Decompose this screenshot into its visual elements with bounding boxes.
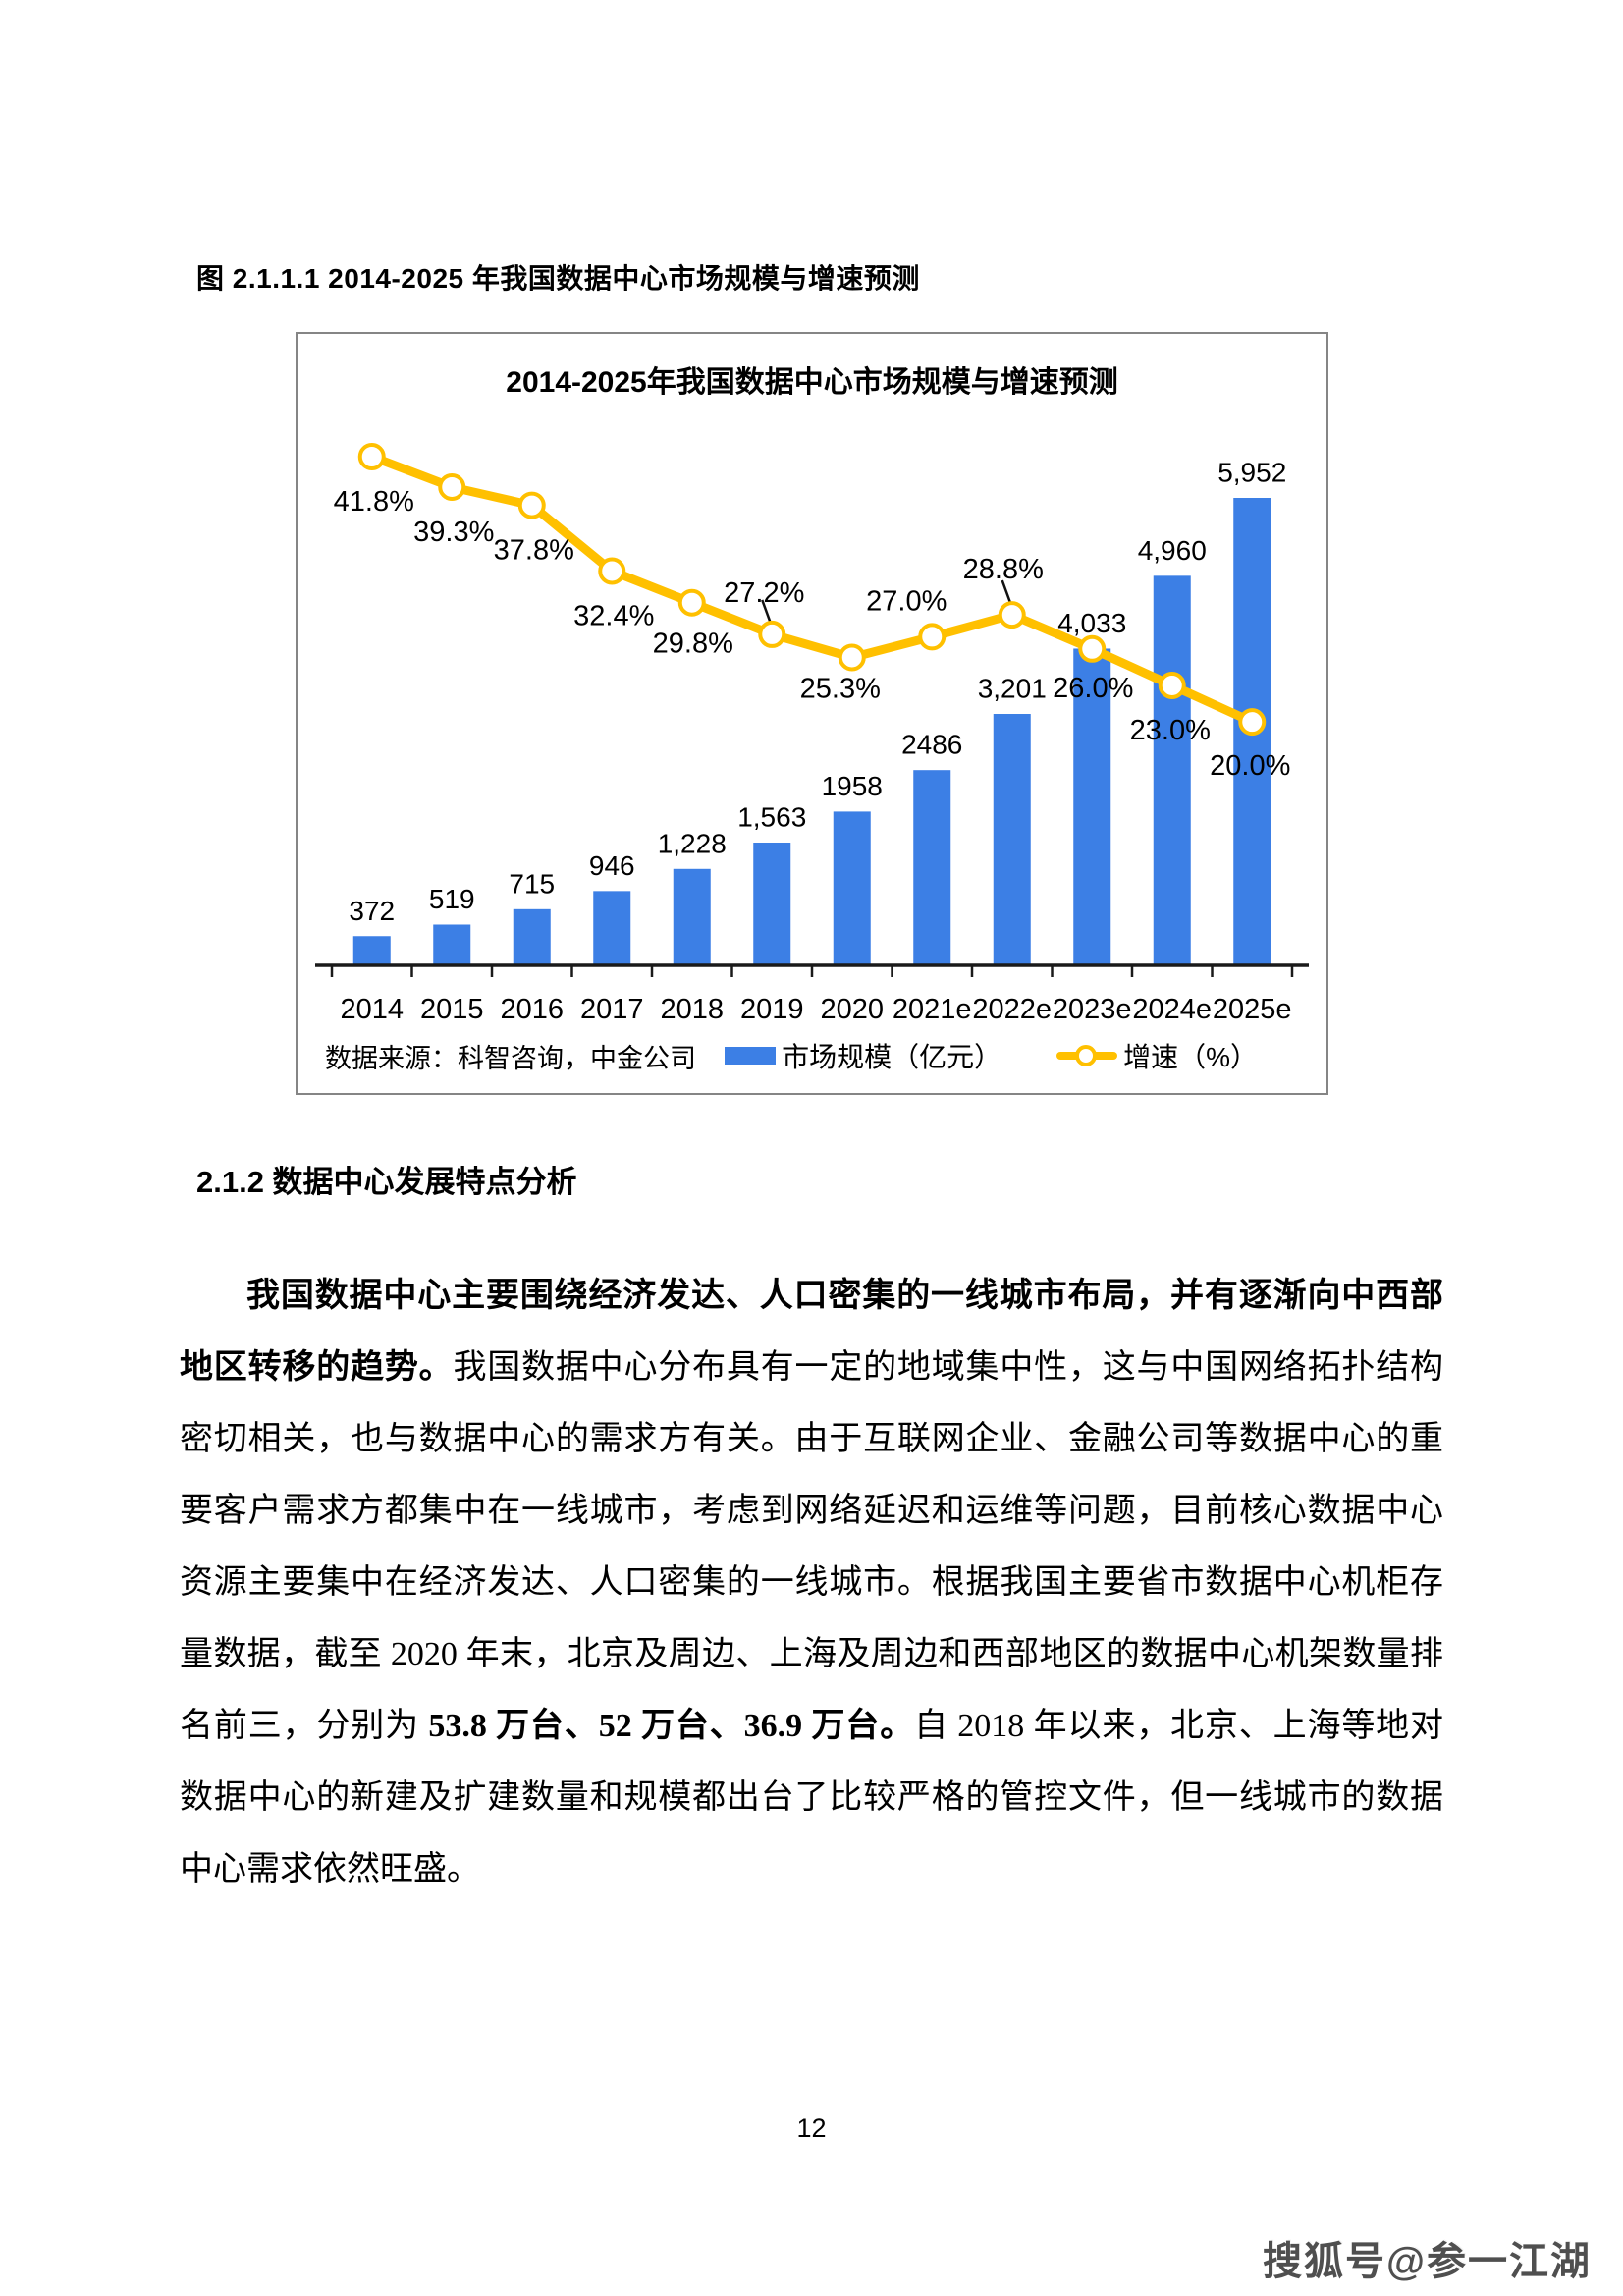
chart-container: 2014-2025年我国数据中心市场规模与增速预测 2014 2015 2016 20… xyxy=(296,332,1328,1095)
bar xyxy=(352,936,391,965)
bar-value-label: 2486 xyxy=(901,730,962,760)
paragraph-lead-bold: 我国数据中心主要围绕经济发达、人口密集的一线城市布局，并有逐渐向中西部地区转移的… xyxy=(180,1278,1443,1386)
body-paragraph: 我国数据中心主要围绕经济发达、人口密集的一线城市布局，并有逐渐向中西部地区转移的… xyxy=(180,1260,1443,1905)
x-tick-label: 2020 xyxy=(820,994,884,1025)
legend-item-market-size: 市场规模（亿元） xyxy=(725,1036,1001,1075)
line-marker xyxy=(438,472,466,501)
growth-pct-label: 41.8% xyxy=(334,486,414,518)
paragraph-body-2: 自 2018 年以来，北京、上海等地对数据中心的新建及扩建数量和规模都出台了比较… xyxy=(180,1708,1444,1887)
bar xyxy=(673,868,711,965)
growth-pct-label: 39.3% xyxy=(413,517,494,548)
bar-value-label: 715 xyxy=(509,868,555,899)
growth-pct-label: 27.2% xyxy=(724,577,804,609)
bar-value-label: 1,228 xyxy=(658,828,727,858)
bar-swatch-icon xyxy=(725,1047,777,1065)
line-marker xyxy=(517,491,546,519)
x-tick-label: 2016 xyxy=(500,994,564,1025)
bar-value-label: 519 xyxy=(429,884,475,914)
growth-pct-label: 32.4% xyxy=(573,600,654,631)
line-marker xyxy=(918,623,947,651)
bar-value-label: 5,952 xyxy=(1217,458,1286,488)
line-marker xyxy=(357,443,386,470)
line-swatch-icon xyxy=(1056,1044,1118,1067)
x-tick-label: 2021e xyxy=(893,994,972,1025)
legend-label-market-size: 市场规模（亿元） xyxy=(782,1042,1002,1072)
bar xyxy=(1153,575,1191,965)
bar-value-label: 1,563 xyxy=(737,802,806,833)
bar xyxy=(833,811,871,965)
chart-source-note: 数据来源：科智咨询，中金公司 xyxy=(325,1043,696,1073)
x-tick-label: 2017 xyxy=(580,994,644,1025)
label-leader-line xyxy=(761,599,772,623)
chart-legend: 数据来源：科智咨询，中金公司 市场规模（亿元） 增速（%） xyxy=(325,1036,1258,1075)
figure-caption: 图 2.1.1.1 2014-2025 年我国数据中心市场规模与增速预测 xyxy=(196,263,920,294)
chart-title: 2014-2025年我国数据中心市场规模与增速预测 xyxy=(506,366,1118,399)
x-tick-label: 2015 xyxy=(420,994,484,1025)
line-marker xyxy=(1238,708,1267,737)
x-tick-label: 2018 xyxy=(660,994,724,1025)
x-tick-label: 2023e xyxy=(1053,994,1132,1025)
bar xyxy=(513,908,551,965)
line-marker xyxy=(598,557,626,585)
x-tick-label: 2025e xyxy=(1213,994,1292,1025)
growth-pct-label: 26.0% xyxy=(1053,673,1133,704)
line-marker xyxy=(1078,634,1107,663)
market-size-growth-chart: 2014 2015 2016 2017 2018 2019 2020 2021e 2022e 20… xyxy=(315,443,1309,1025)
bar xyxy=(1073,648,1111,965)
line-marker xyxy=(677,588,706,617)
bar xyxy=(433,924,471,965)
bar-value-label: 946 xyxy=(589,850,635,881)
growth-pct-label: 20.0% xyxy=(1210,750,1290,782)
paragraph-stats-bold: 53.8 万台、52 万台、36.9 万台。 xyxy=(428,1708,915,1744)
bar-value-label: 1958 xyxy=(822,771,883,801)
growth-pct-label: 37.8% xyxy=(494,535,574,567)
growth-pct-label: 28.8% xyxy=(963,554,1044,585)
bar xyxy=(593,891,631,965)
line-marker xyxy=(1158,671,1186,699)
line-marker xyxy=(758,620,786,648)
growth-pct-label: 23.0% xyxy=(1130,715,1211,746)
section-heading: 2.1.2 数据中心发展特点分析 xyxy=(196,1165,577,1199)
bar-value-label: 3,201 xyxy=(978,674,1047,704)
label-leader-line xyxy=(1001,579,1011,603)
watermark: 搜狐号@参一江湖 xyxy=(1262,2240,1592,2283)
line-marker xyxy=(998,601,1026,629)
bar xyxy=(913,770,951,965)
bar-value-label: 4,960 xyxy=(1138,535,1207,566)
x-tick-label: 2022e xyxy=(972,994,1052,1025)
x-tick-label: 2019 xyxy=(740,994,804,1025)
bar-value-label: 372 xyxy=(349,896,395,926)
bar xyxy=(993,714,1031,965)
growth-pct-label: 29.8% xyxy=(653,629,733,660)
x-tick-label: 2014 xyxy=(340,994,404,1025)
growth-pct-label: 25.3% xyxy=(800,673,881,704)
x-tick-label: 2024e xyxy=(1132,994,1212,1025)
page-number: 12 xyxy=(796,2113,827,2143)
legend-label-growth: 增速（%） xyxy=(1123,1042,1258,1072)
line-marker xyxy=(838,643,866,672)
bar-value-label: 4,033 xyxy=(1057,608,1126,638)
growth-pct-label: 27.0% xyxy=(866,585,947,617)
paragraph-body-1: 我国数据中心分布具有一定的地域集中性，这与中国网络拓扑结构密切相关，也与数据中心… xyxy=(180,1349,1444,1744)
bar xyxy=(753,843,791,965)
legend-item-growth: 增速（%） xyxy=(1056,1036,1258,1075)
